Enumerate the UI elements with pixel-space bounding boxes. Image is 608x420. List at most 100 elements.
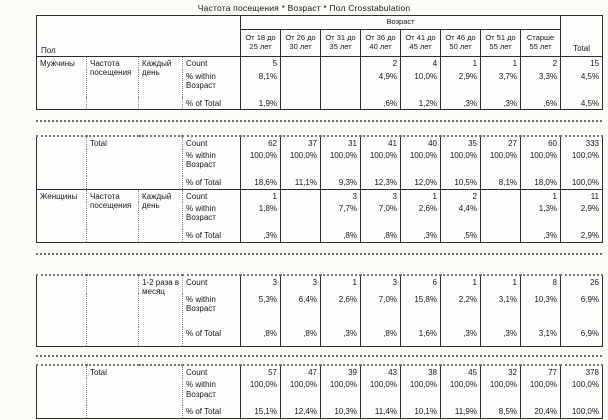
percent-within-cell: 6,4%	[280, 292, 321, 327]
percent-of-total-cell: ,3%	[440, 326, 481, 347]
age-range-line1: От 41 до	[405, 33, 436, 43]
percent-within-cell: 100,0%	[520, 149, 561, 177]
count-cell: 3	[360, 274, 401, 293]
row-label-frequency: Частота посещения	[86, 188, 139, 243]
stat-label-line1: % within	[186, 151, 216, 161]
percent-within-cell: 3,3%	[520, 69, 561, 97]
stat-label-line2: Возраст	[186, 389, 216, 399]
stat-label-percent-within: % within Возраст	[181, 69, 241, 97]
percent-within-cell: 7,0%	[360, 202, 401, 230]
crosstab-fragment-top: Пол Возраст Total От 18 до 25 лет От 26 д…	[36, 15, 604, 110]
age-span-header: Возраст	[240, 15, 561, 30]
percent-within-cell: 1,8%	[240, 202, 281, 230]
percent-of-total-cell: ,8%	[360, 326, 401, 347]
crosstab-fragment-middle-1: Total Count 62 37 31 41 40 35 27 60 333% within Воз…	[36, 135, 603, 243]
count-cell: 3	[360, 188, 401, 203]
percent-within-cell	[280, 202, 321, 230]
gender-column-header: Пол	[36, 15, 241, 57]
percent-within-cell	[280, 69, 321, 97]
stat-label-count: Count	[182, 274, 241, 293]
count-cell: 43	[360, 364, 401, 379]
percent-of-total-cell: 8,1%	[480, 176, 521, 190]
percent-of-total-cell	[280, 96, 321, 110]
percent-of-total-cell	[320, 96, 361, 110]
count-cell: 1	[520, 188, 561, 203]
percent-of-total-cell: ,5%	[440, 229, 481, 243]
percent-within-cell: 100,0%	[240, 149, 281, 177]
stat-label-percent-within: % within Возраст	[182, 149, 241, 177]
stat-label-count: Count	[182, 188, 241, 203]
age-range-line2: 50 лет	[449, 42, 472, 51]
count-cell	[280, 56, 321, 70]
count-cell: 47	[280, 364, 321, 379]
age-range-line2: 35 лет	[329, 42, 352, 51]
count-cell: 35	[440, 135, 481, 150]
row-label-frequency: Частота посещения	[86, 56, 139, 110]
percent-of-total-cell: ,8%	[280, 326, 321, 347]
age-range-line1: От 36 до	[365, 33, 396, 43]
page-cut-separator	[36, 355, 602, 358]
percent-within-cell: 10,0%	[400, 69, 441, 97]
row-label-gender: Женщины	[36, 188, 87, 243]
count-cell: 60	[520, 135, 561, 150]
stat-label-percent-within: % within Возраст	[182, 378, 241, 406]
count-cell: 1	[440, 274, 481, 293]
count-cell: 39	[320, 364, 361, 379]
percent-within-cell: 15,8%	[400, 292, 441, 327]
percent-of-total-cell: ,3%	[400, 229, 441, 243]
count-cell: 3	[240, 274, 281, 293]
age-range-line2: 55 лет	[489, 42, 512, 51]
stat-label-line2: Возраст	[186, 303, 216, 313]
table-title: Частота посещения * Возраст * Пол Crosst…	[197, 3, 411, 13]
age-range-line2: 55 лет	[529, 42, 552, 51]
stat-label-count: Count	[182, 135, 241, 150]
percent-within-cell: 100,0%	[240, 378, 281, 406]
count-cell: 32	[480, 364, 521, 379]
percent-of-total-cell: 20,4%	[520, 405, 561, 419]
count-cell: 11	[560, 188, 603, 203]
percent-within-cell: 2,6%	[320, 292, 361, 327]
percent-within-cell: 100,0%	[480, 378, 521, 406]
count-cell: 45	[440, 364, 481, 379]
age-column-header: От 41 до 45 лет	[400, 29, 441, 57]
stat-label-line2: Возраст	[186, 160, 216, 170]
count-cell: 378	[560, 364, 603, 379]
percent-within-cell: 5,3%	[240, 292, 281, 327]
percent-of-total-cell: ,6%	[520, 96, 561, 110]
percent-within-cell: 100,0%	[560, 149, 603, 177]
row-label-gender	[36, 274, 87, 347]
row-label-category: Каждый день	[138, 56, 183, 110]
age-column-header: От 46 до 50 лет	[440, 29, 481, 57]
crosstab-fragment-bottom: Total Count 57 47 39 43 38 45 32 77 378 % within Воз…	[36, 364, 603, 419]
percent-within-cell: 8,1%	[240, 69, 281, 97]
percent-of-total-cell: 18,6%	[240, 176, 281, 190]
percent-within-cell: 7,7%	[320, 202, 361, 230]
percent-within-cell	[320, 69, 361, 97]
row-label-gender	[36, 135, 87, 190]
age-range-line1: Старше	[526, 33, 555, 43]
percent-of-total-cell: 100,0%	[560, 405, 603, 419]
count-cell: 1	[480, 274, 521, 293]
stat-label-percent-of-total: % of Total	[182, 176, 241, 190]
age-column-header: От 36 до 40 лет	[360, 29, 401, 57]
age-range-line1: От 18 до	[245, 33, 276, 43]
percent-of-total-cell: 15,1%	[240, 405, 281, 419]
stat-label-line1: % within	[186, 294, 216, 304]
percent-within-cell: 2,9%	[440, 69, 481, 97]
percent-of-total-cell: ,3%	[440, 96, 481, 110]
age-column-header: От 18 до 25 лет	[240, 29, 281, 57]
count-cell: 62	[240, 135, 281, 150]
percent-within-cell: 2,2%	[440, 292, 481, 327]
percent-within-cell: 7,0%	[360, 292, 401, 327]
percent-within-cell: 4,4%	[440, 202, 481, 230]
percent-within-cell: 100,0%	[400, 378, 441, 406]
row-label-total: Total	[86, 364, 183, 419]
stat-label-percent-within: % within Возраст	[182, 202, 241, 230]
percent-within-cell: 100,0%	[440, 378, 481, 406]
stat-label-percent-of-total: % of Total	[182, 326, 241, 347]
percent-of-total-cell: ,3%	[240, 229, 281, 243]
percent-of-total-cell: 6,9%	[560, 326, 603, 347]
age-range-line2: 25 лет	[249, 42, 272, 51]
page-cut-separator	[36, 120, 602, 122]
percent-within-cell: 100,0%	[360, 149, 401, 177]
